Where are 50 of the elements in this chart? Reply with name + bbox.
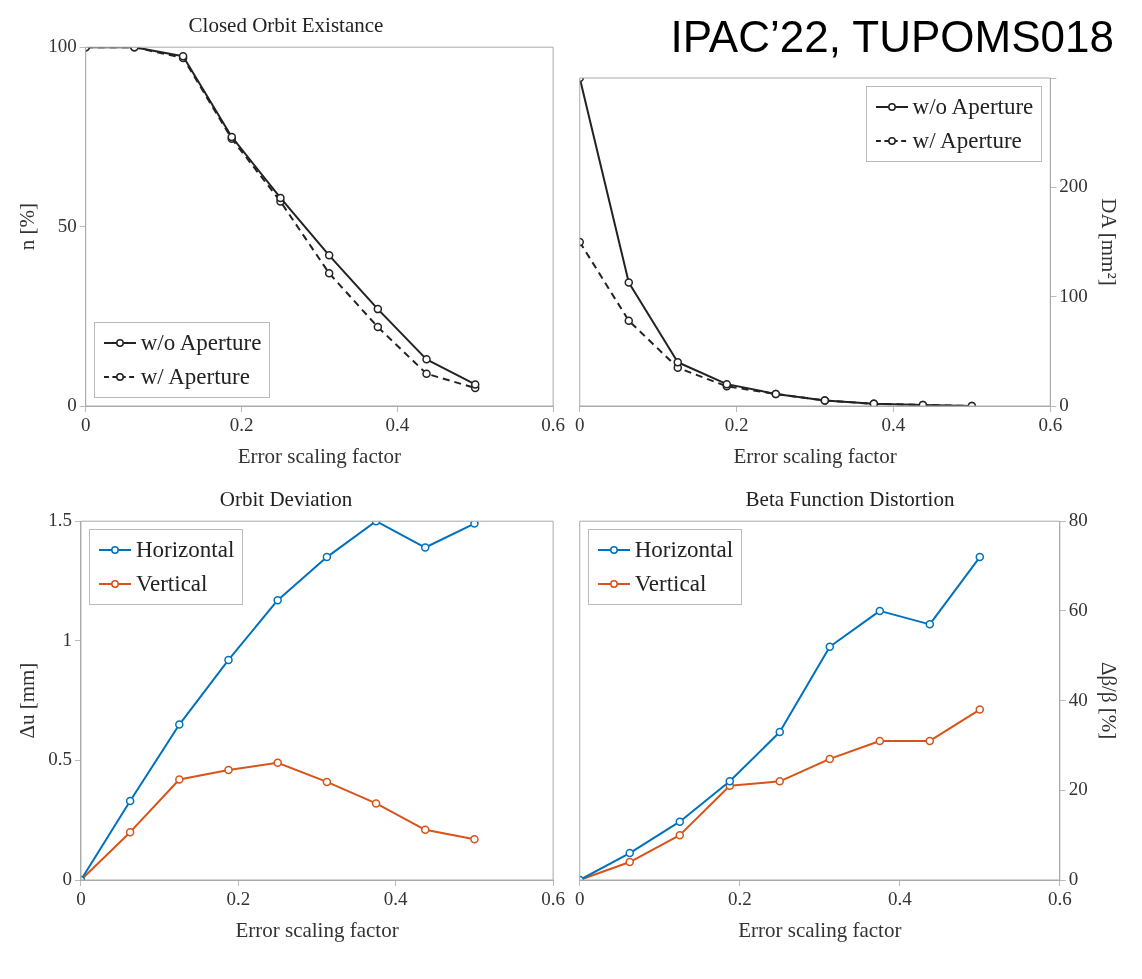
x-tick-label: 0 [575,888,585,910]
chart-title: Orbit Deviation [219,487,353,512]
y-tick-label: 100 [48,35,77,57]
legend-label: Vertical [634,570,707,599]
chart-title: Beta Function Distortion [745,487,955,512]
y2-tick-label: 0 [1059,393,1069,415]
y-axis-title: Δu [mm] [15,662,40,739]
x-tick-label: 0.6 [541,414,565,436]
legend-label: Horizontal [634,536,734,565]
y-tick-label: 0 [62,867,72,889]
y2-tick-label: 40 [1068,688,1088,710]
y-tick-label: 1 [62,628,72,650]
y2-axis-title: Δβ/β [%] [1096,661,1121,740]
x-axis-title: Error scaling factor [235,917,399,942]
x-axis-title: Error scaling factor [738,917,902,942]
text: IPAC’22, TUPOMS018 [662,8,1122,66]
chart-title: Closed Orbit Existance [188,13,384,38]
y2-tick-label: 100 [1059,284,1088,306]
y-tick-label: 0.5 [48,748,72,770]
x-tick-label: 0 [575,414,585,436]
x-tick-label: 0.2 [727,888,752,910]
y2-tick-label: 20 [1068,778,1088,800]
x-tick-label: 0.6 [1038,414,1063,436]
x-tick-label: 0.4 [887,888,913,910]
y2-tick-label: 200 [1059,175,1088,197]
x-tick-label: 0.2 [229,414,254,436]
y-axis-title: n [%] [15,202,40,251]
x-axis-title: Error scaling factor [733,443,897,468]
x-tick-label: 0.4 [385,414,410,436]
legend-label: Vertical [135,570,208,599]
x-tick-label: 0 [80,414,91,436]
y-tick-label: 1.5 [48,509,72,531]
legend-label: Horizontal [135,536,235,565]
legend-label: w/ Aperture [140,363,250,391]
x-axis-title: Error scaling factor [237,443,402,468]
x-tick-label: 0.6 [541,888,565,910]
y2-axis-title: DA [mm²] [1096,198,1121,286]
y-tick-label: 50 [57,214,77,236]
legend-label: w/o Aperture [912,93,1034,121]
x-tick-label: 0.4 [383,888,409,910]
legend-label: w/ Aperture [912,127,1022,155]
y-tick-label: 0 [67,393,77,415]
y2-tick-label: 80 [1068,509,1088,531]
x-tick-label: 0.2 [226,888,251,910]
x-tick-label: 0.4 [881,414,906,436]
x-tick-label: 0.2 [724,414,749,436]
y2-tick-label: 0 [1068,867,1079,889]
x-tick-label: 0.6 [1047,888,1072,910]
y2-tick-label: 60 [1068,598,1088,620]
legend-label: w/o Aperture [140,329,262,357]
